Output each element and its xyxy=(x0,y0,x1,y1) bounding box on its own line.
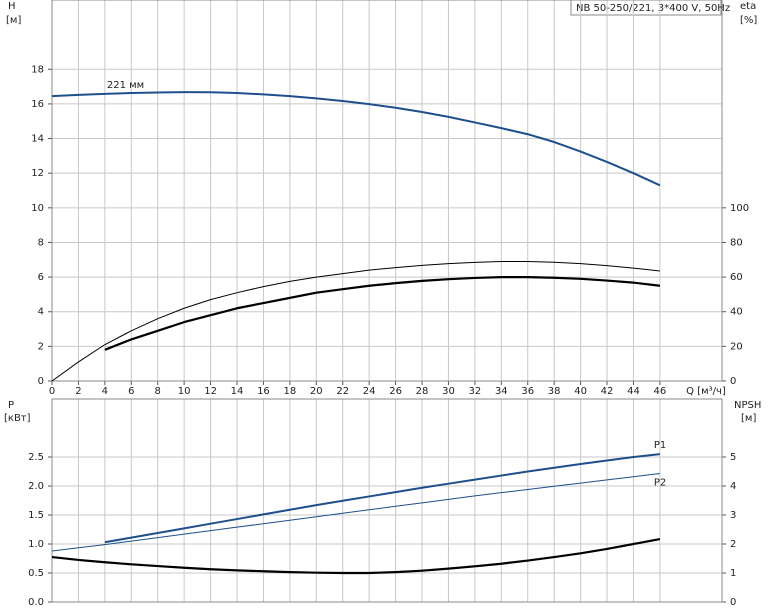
y2-tick-label: 0 xyxy=(730,376,736,387)
x-tick-label: 46 xyxy=(654,386,667,397)
y2-tick-label: 0 xyxy=(730,597,736,608)
x-tick-label: 24 xyxy=(363,386,376,397)
y-tick-label: 18 xyxy=(31,64,44,75)
y-tick-label: 0.0 xyxy=(28,597,44,608)
x-tick-label: 2 xyxy=(75,386,81,397)
x-tick-label: 4 xyxy=(102,386,108,397)
curve xyxy=(104,453,660,544)
x-tick-label: 40 xyxy=(574,386,587,397)
y-axis-label: P xyxy=(8,400,14,411)
y2-tick-label: 40 xyxy=(730,307,743,318)
x-tick-label: 6 xyxy=(128,386,134,397)
x-axis-label: Q [м³/ч] xyxy=(686,386,726,397)
x-tick-label: 28 xyxy=(416,386,429,397)
x-tick-label: 22 xyxy=(336,386,349,397)
y2-tick-label: 5 xyxy=(730,452,736,463)
curve xyxy=(104,275,661,351)
curve xyxy=(51,537,661,575)
y2-axis-label: eta xyxy=(740,1,756,12)
y-tick-label: 10 xyxy=(31,203,44,214)
y-tick-label: 0 xyxy=(38,376,44,387)
plot-frame xyxy=(51,0,723,382)
x-tick-label: 32 xyxy=(469,386,482,397)
y-tick-label: 1.0 xyxy=(28,539,44,550)
x-tick-label: 8 xyxy=(155,386,161,397)
y2-tick-label: 1 xyxy=(730,568,736,579)
x-tick-label: 20 xyxy=(310,386,323,397)
y-tick-label: 8 xyxy=(38,237,44,248)
x-tick-label: 34 xyxy=(495,386,508,397)
y2-tick-label: 4 xyxy=(730,481,736,492)
x-tick-label: 36 xyxy=(521,386,534,397)
y-tick-label: 12 xyxy=(31,168,44,179)
x-tick-label: 18 xyxy=(284,386,297,397)
x-tick-label: 26 xyxy=(389,386,402,397)
x-tick-label: 42 xyxy=(601,386,614,397)
curve-label: 221 мм xyxy=(107,80,144,91)
x-tick-label: 0 xyxy=(49,386,55,397)
x-tick-label: 44 xyxy=(627,386,640,397)
y2-tick-label: 100 xyxy=(730,203,749,214)
y-tick-label: 6 xyxy=(38,272,44,283)
curve-label: P1 xyxy=(654,440,666,451)
y2-axis-label: NPSH xyxy=(734,400,761,411)
curve xyxy=(51,261,660,382)
x-tick-label: 12 xyxy=(204,386,217,397)
y2-tick-label: 80 xyxy=(730,237,743,248)
curve-label: P2 xyxy=(654,478,666,489)
y-tick-label: 2.5 xyxy=(28,452,44,463)
y-tick-label: 2.0 xyxy=(28,481,44,492)
chart-title: NB 50-250/221, 3*400 V, 50Hz xyxy=(576,3,730,14)
y-tick-label: 16 xyxy=(31,99,44,110)
y2-tick-label: 3 xyxy=(730,510,736,521)
curve xyxy=(51,91,661,187)
x-tick-label: 30 xyxy=(442,386,455,397)
y-tick-label: 2 xyxy=(38,341,44,352)
x-tick-label: 10 xyxy=(178,386,191,397)
title-box xyxy=(570,0,722,16)
x-tick-label: 38 xyxy=(548,386,561,397)
y-axis-label: H xyxy=(8,1,16,12)
y-axis-unit: [м] xyxy=(6,15,21,26)
y-tick-label: 1.5 xyxy=(28,510,44,521)
plot-frame xyxy=(51,398,723,603)
x-tick-label: 14 xyxy=(231,386,244,397)
y2-tick-label: 60 xyxy=(730,272,743,283)
y2-tick-label: 20 xyxy=(730,341,743,352)
y2-tick-label: 2 xyxy=(730,539,736,550)
curve xyxy=(51,473,660,552)
x-tick-label: 16 xyxy=(257,386,270,397)
y-tick-label: 4 xyxy=(38,307,44,318)
y2-axis-unit: [%] xyxy=(740,15,757,26)
y-tick-label: 14 xyxy=(31,134,44,145)
y-axis-unit: [кВт] xyxy=(4,413,31,424)
y2-axis-unit: [м] xyxy=(741,413,756,424)
y-tick-label: 0.5 xyxy=(28,568,44,579)
